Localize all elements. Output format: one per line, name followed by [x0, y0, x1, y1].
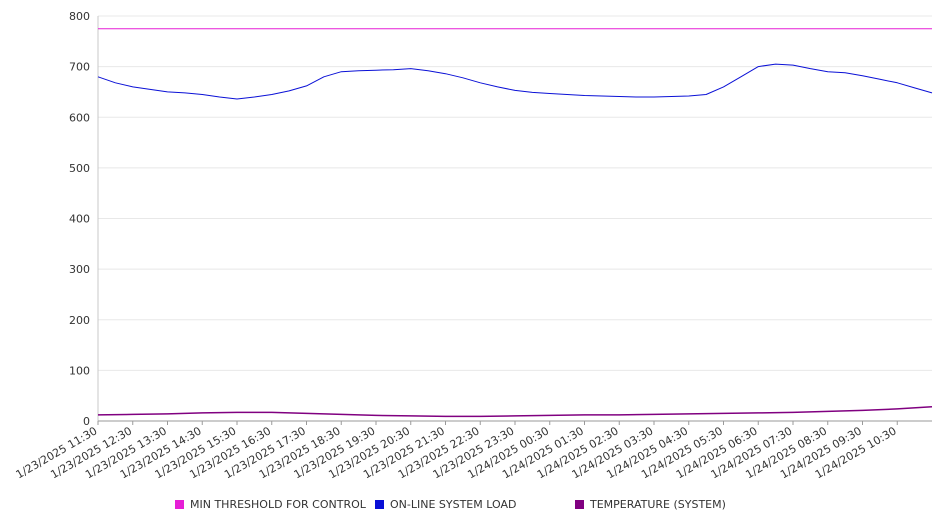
y-axis-ticks: 0 100 200 300 400 500 600 700 800 [69, 10, 90, 428]
y-tick-label: 0 [83, 415, 90, 428]
y-tick-label: 300 [69, 263, 90, 276]
legend-swatch-min-threshold [175, 500, 184, 509]
gridlines [98, 15, 932, 371]
y-tick-label: 800 [69, 10, 90, 23]
legend: MIN THRESHOLD FOR CONTROL ON-LINE SYSTEM… [0, 498, 946, 514]
y-tick-label: 100 [69, 364, 90, 377]
legend-label-temperature: TEMPERATURE (SYSTEM) [590, 498, 726, 511]
legend-label-system-load: ON-LINE SYSTEM LOAD [390, 498, 517, 511]
y-tick-label: 200 [69, 314, 90, 327]
y-tick-label: 400 [69, 213, 90, 226]
legend-swatch-temperature [575, 500, 584, 509]
legend-item-system-load[interactable]: ON-LINE SYSTEM LOAD [375, 498, 516, 511]
series-line-system-load [97, 63, 933, 100]
legend-swatch-system-load [375, 500, 384, 509]
legend-item-min-threshold[interactable]: MIN THRESHOLD FOR CONTROL [175, 498, 366, 511]
y-tick-label: 700 [69, 61, 90, 74]
y-tick-label: 600 [69, 111, 90, 124]
legend-label-min-threshold: MIN THRESHOLD FOR CONTROL [190, 498, 366, 511]
legend-item-temperature[interactable]: TEMPERATURE (SYSTEM) [575, 498, 726, 511]
series-lines [97, 28, 933, 418]
x-axis-ticks: 1/23/2025 11:301/23/2025 12:301/23/2025 … [14, 421, 899, 481]
y-tick-label: 500 [69, 162, 90, 175]
series-line-temperature [97, 406, 933, 418]
